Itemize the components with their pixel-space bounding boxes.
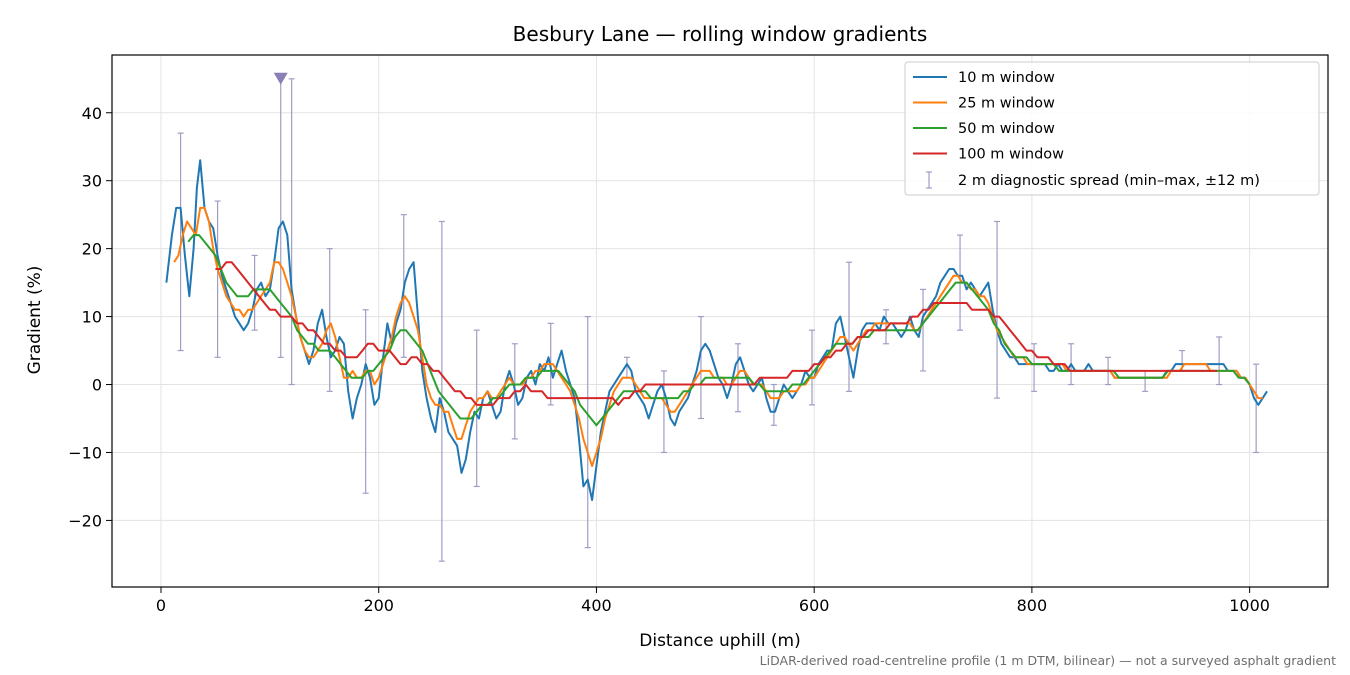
x-tick-label: 800 xyxy=(1017,596,1048,615)
x-tick-label: 200 xyxy=(363,596,394,615)
y-tick-label: 10 xyxy=(82,308,102,327)
y-tick-label: −20 xyxy=(68,511,102,530)
x-tick-label: 400 xyxy=(581,596,612,615)
legend-label: 25 m window xyxy=(958,96,1055,112)
legend-label: 100 m window xyxy=(958,147,1064,163)
series-line-25-m-window xyxy=(173,206,1263,468)
marker xyxy=(273,72,288,85)
axis-ticks: 0 200 400 600 800 1000 −20 −10 0 10 20 30 40 xyxy=(68,104,1270,615)
y-tick-label: 40 xyxy=(82,104,102,123)
legend-label: 10 m window xyxy=(958,70,1055,86)
y-tick-label: 20 xyxy=(82,240,102,259)
series-line-100-m-window xyxy=(215,261,1217,406)
chart-title: Besbury Lane — rolling window gradients xyxy=(513,22,928,46)
y-tick-label: 0 xyxy=(92,376,102,395)
x-tick-label: 1000 xyxy=(1229,596,1270,615)
footnote: LiDAR-derived road-centreline profile (1… xyxy=(760,653,1336,668)
y-axis-label: Gradient (%) xyxy=(25,266,45,375)
series-line-50-m-window xyxy=(187,234,1251,427)
x-tick-label: 600 xyxy=(799,596,830,615)
legend: 10 m window 25 m window 50 m window 100 m w… xyxy=(904,61,1320,196)
x-tick-label: 0 xyxy=(156,596,166,615)
y-tick-label: 30 xyxy=(82,172,102,191)
legend-box xyxy=(904,61,1320,196)
marker-triangle xyxy=(273,72,288,85)
series-lines xyxy=(165,159,1268,501)
x-axis-label: Distance uphill (m) xyxy=(639,631,800,651)
legend-label: 50 m window xyxy=(958,121,1055,137)
legend-label-spread: 2 m diagnostic spread (min–max, ±12 m) xyxy=(958,173,1260,189)
plot-frame xyxy=(111,54,1329,588)
series-line-10-m-window xyxy=(165,159,1268,501)
y-tick-label: −10 xyxy=(68,443,102,462)
